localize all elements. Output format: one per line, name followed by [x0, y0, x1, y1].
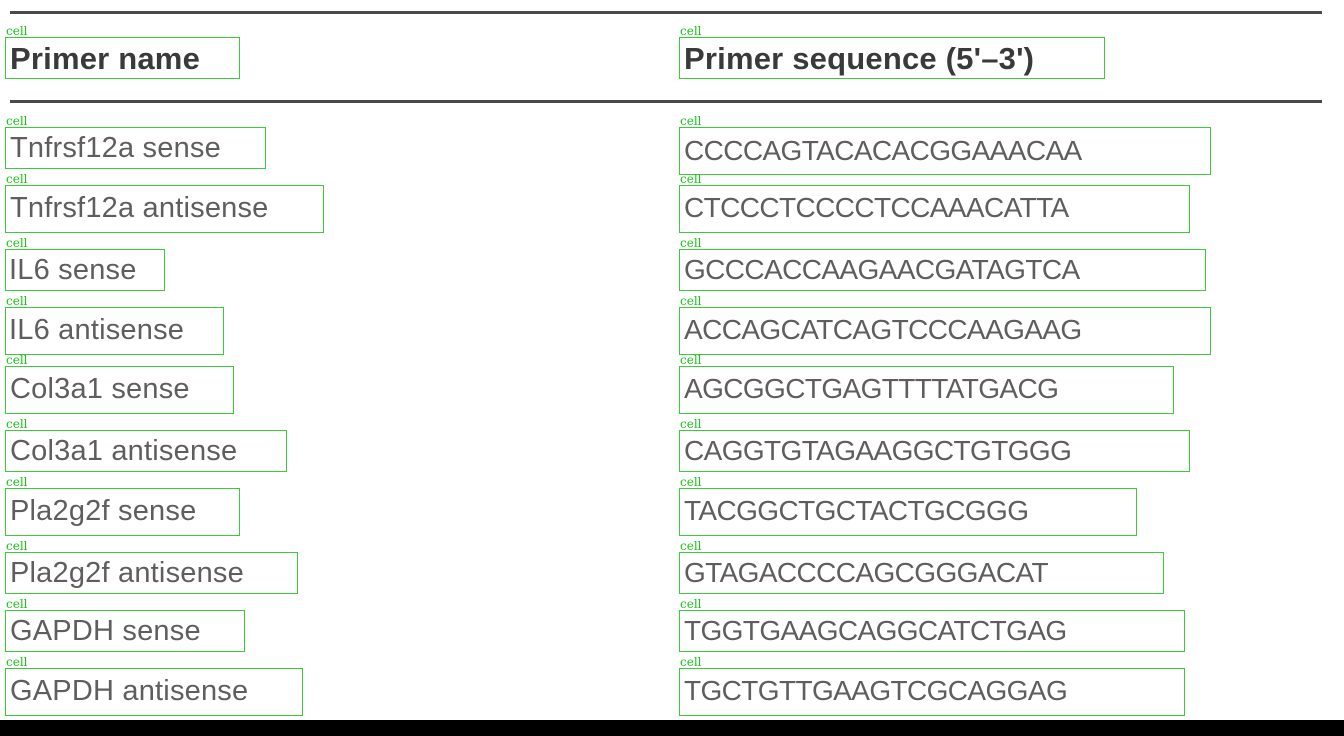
primer-sequence-cell: GTAGACCCCAGCGGGACAT	[679, 552, 1164, 594]
primer-name-cell: Tnfrsf12a sense	[5, 127, 266, 169]
primer-name: GAPDH antisense	[10, 675, 249, 707]
table-sheet: cell Primer name cell Primer sequence (5…	[0, 0, 1344, 720]
header-primer-name: Primer name	[10, 41, 201, 76]
primer-name: Tnfrsf12a sense	[10, 132, 221, 164]
cell-tag: cell	[6, 236, 28, 250]
cell-tag: cell	[6, 294, 28, 308]
primer-sequence-cell: GCCCACCAAGAACGATAGTCA	[679, 249, 1206, 291]
primer-name: Tnfrsf12a antisense	[10, 192, 269, 224]
cell-tag: cell	[6, 417, 28, 431]
cell-tag: cell	[6, 172, 28, 186]
primer-name-cell: IL6 sense	[5, 249, 165, 291]
primer-name-cell: Pla2g2f antisense	[5, 552, 298, 594]
header-cell-primer-name: Primer name	[5, 37, 240, 79]
top-rule	[10, 11, 1322, 14]
primer-name: IL6 antisense	[9, 314, 185, 346]
cell-tag: cell	[6, 24, 28, 38]
primer-name-cell: Col3a1 sense	[5, 366, 234, 414]
primer-name-cell: IL6 antisense	[5, 307, 224, 355]
primer-sequence-cell: CCCCAGTACACACGGAAACAA	[679, 127, 1211, 175]
primer-sequence: GTAGACCCCAGCGGGACAT	[684, 557, 1049, 588]
primer-sequence-cell: TGGTGAAGCAGGCATCTGAG	[679, 610, 1185, 652]
cell-tag: cell	[680, 236, 702, 250]
cell-tag: cell	[680, 417, 702, 431]
primer-name-cell: Pla2g2f sense	[5, 488, 240, 536]
cell-tag: cell	[680, 597, 702, 611]
cell-tag: cell	[6, 353, 28, 367]
primer-name: Pla2g2f sense	[10, 495, 197, 527]
primer-name-cell: GAPDH antisense	[5, 668, 303, 716]
cell-tag: cell	[680, 475, 702, 489]
primer-sequence: CTCCCTCCCCTCCAAACATTA	[684, 192, 1069, 223]
primer-sequence-cell: CAGGTGTAGAAGGCTGTGGG	[679, 430, 1190, 472]
primer-name-cell: Col3a1 antisense	[5, 430, 287, 472]
cell-tag: cell	[680, 172, 702, 186]
primer-name: Col3a1 antisense	[10, 435, 238, 467]
cell-tag: cell	[6, 114, 28, 128]
primer-sequence: GCCCACCAAGAACGATAGTCA	[684, 254, 1080, 285]
cell-tag: cell	[6, 475, 28, 489]
primer-name: Col3a1 sense	[10, 373, 190, 405]
primer-sequence: TGGTGAAGCAGGCATCTGAG	[684, 615, 1067, 646]
primer-sequence-cell: TGCTGTTGAAGTCGCAGGAG	[679, 668, 1185, 716]
cell-tag: cell	[680, 294, 702, 308]
primer-sequence: TACGGCTGCTACTGCGGG	[684, 495, 1029, 526]
header-primer-sequence: Primer sequence (5'–3')	[684, 41, 1035, 76]
primer-sequence: AGCGGCTGAGTTTTATGACG	[684, 373, 1059, 404]
cell-tag: cell	[680, 114, 702, 128]
primer-name: GAPDH sense	[10, 615, 201, 647]
primer-sequence: TGCTGTTGAAGTCGCAGGAG	[684, 675, 1068, 706]
primer-sequence: CCCCAGTACACACGGAAACAA	[684, 135, 1082, 166]
cell-tag: cell	[680, 539, 702, 553]
primer-sequence: ACCAGCATCAGTCCCAAGAAG	[684, 314, 1082, 345]
primer-sequence-cell: TACGGCTGCTACTGCGGG	[679, 488, 1137, 536]
cell-tag: cell	[6, 655, 28, 669]
primer-name: IL6 sense	[9, 254, 137, 286]
cell-tag: cell	[6, 539, 28, 553]
primer-sequence-cell: ACCAGCATCAGTCCCAAGAAG	[679, 307, 1211, 355]
primer-name: Pla2g2f antisense	[10, 557, 244, 589]
primer-sequence-cell: CTCCCTCCCCTCCAAACATTA	[679, 185, 1190, 233]
header-rule	[10, 100, 1322, 103]
primer-sequence: CAGGTGTAGAAGGCTGTGGG	[684, 435, 1072, 466]
primer-name-cell: Tnfrsf12a antisense	[5, 185, 324, 233]
cell-tag: cell	[680, 353, 702, 367]
cell-tag: cell	[680, 24, 702, 38]
header-cell-primer-sequence: Primer sequence (5'–3')	[679, 37, 1105, 79]
cell-tag: cell	[680, 655, 702, 669]
cell-tag: cell	[6, 597, 28, 611]
primer-name-cell: GAPDH sense	[5, 610, 245, 652]
primer-sequence-cell: AGCGGCTGAGTTTTATGACG	[679, 366, 1174, 414]
